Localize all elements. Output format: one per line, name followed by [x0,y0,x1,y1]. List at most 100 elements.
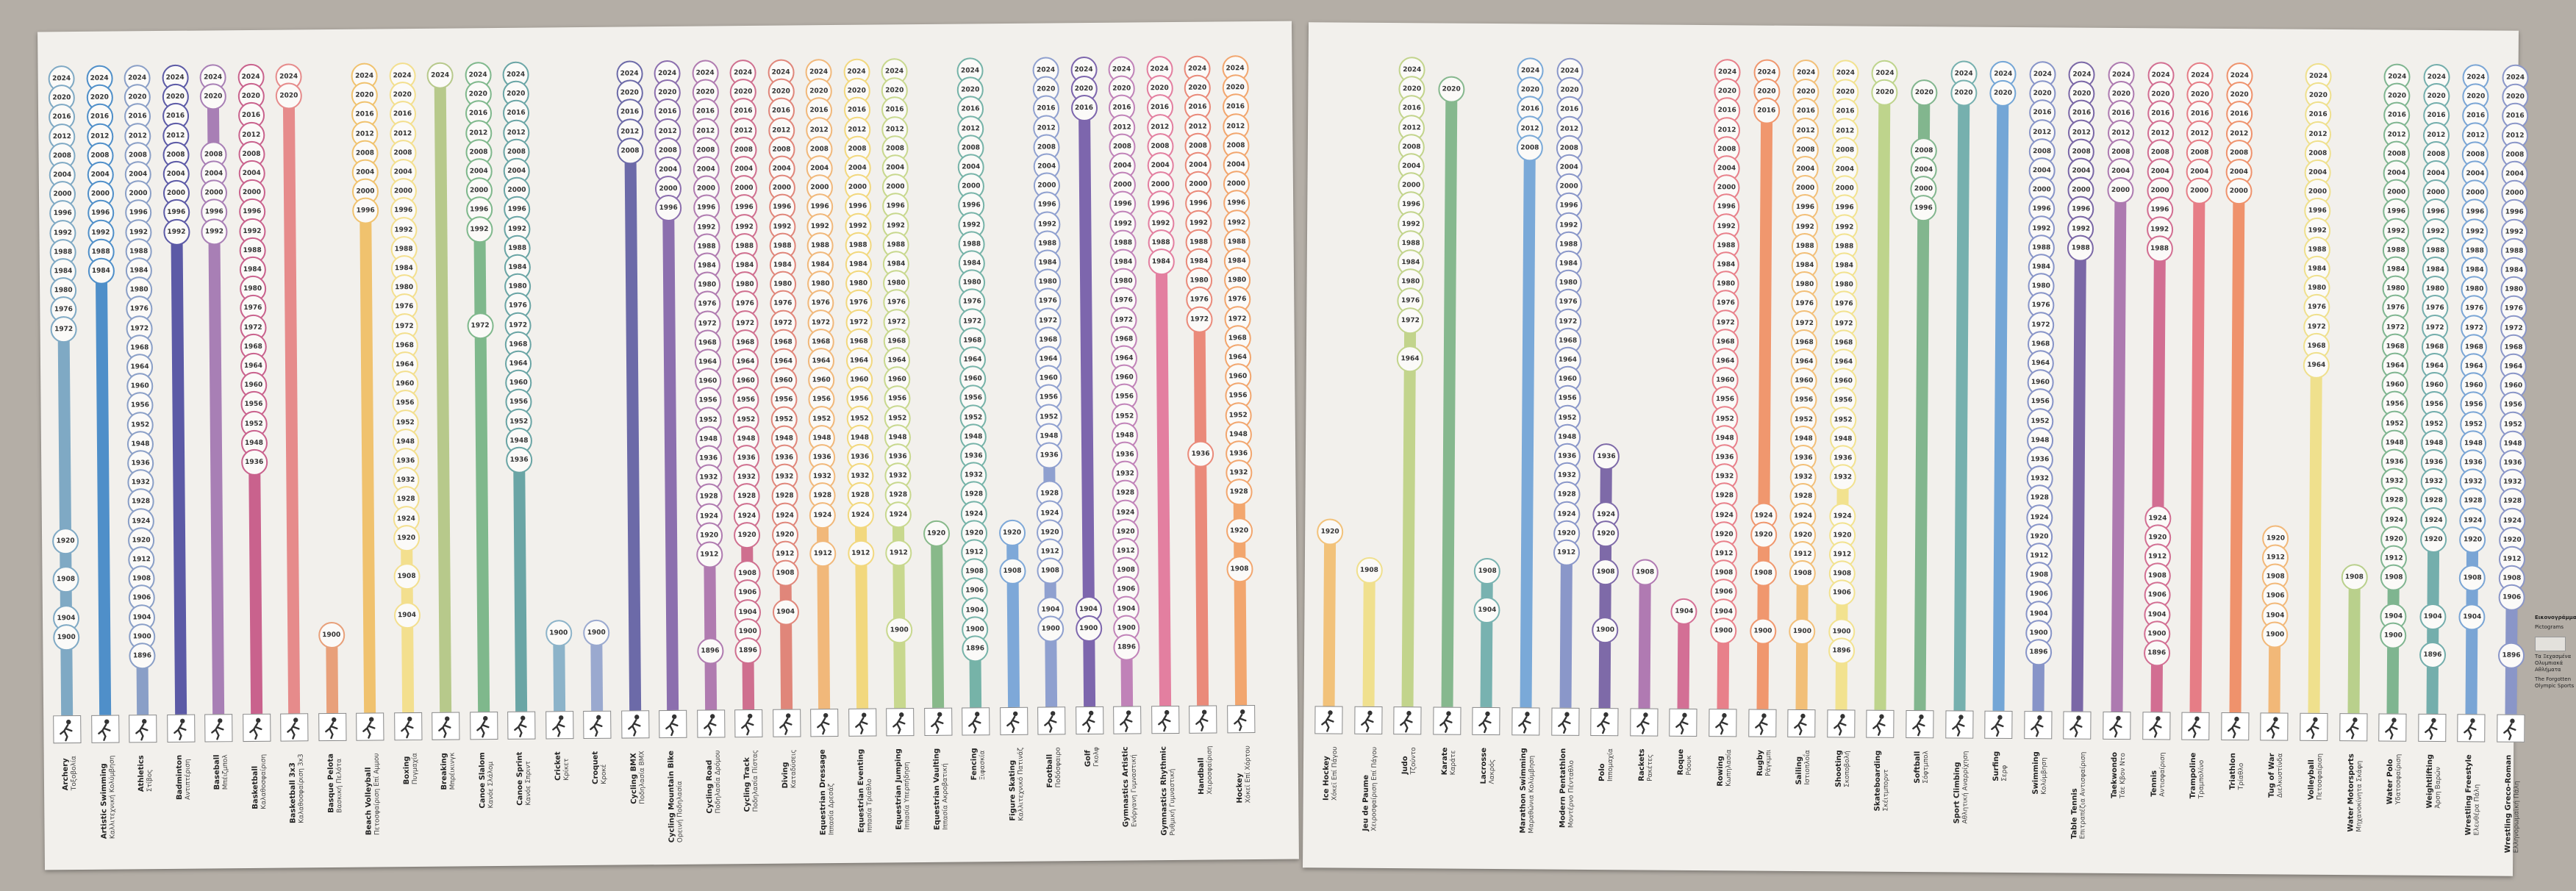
year-badge: 1972 [1186,306,1213,333]
sport-name: Canoe Sprint [515,751,525,806]
year-badge: 1908 [393,563,421,590]
timeline-bar [1323,526,1337,708]
sport-name: Tug of War [2268,753,2277,798]
sport-label: Jeu de Paume Χειροσφαίριση Επί Πάγου [1362,747,1379,831]
year-badge: 1996 [352,197,379,225]
sport-column: 1908 1904 Lacrosse Λακρός [1472,24,1501,869]
year-badge: 1920 [2419,526,2447,553]
sport-name: Roque [1677,748,1686,776]
sport-column: 1904 Roque Ρόουκ [1669,25,1697,870]
sport-pictogram-icon [2457,714,2486,742]
year-badge: 1896 [2497,642,2525,669]
sport-label: Sailing Ιστιοπλοΐα [1795,750,1812,785]
year-badge: 1936 [1592,443,1620,470]
sport-column: 2024 2020 2016 2012 2008 2004 2000 1996 Cycling … [654,26,687,865]
sport-column: 2024 2020 Skateboarding Σκέιτμπορντ [1866,26,1899,872]
sport-name-greek: Αθλητική Αναρρίχηση [1961,751,1969,824]
sport-name: Fencing [970,748,978,781]
sport-name-greek: Ποδηλασία Δρόμου [714,750,722,814]
year-badge: 2008 [616,137,644,165]
timeline-bar [1520,65,1536,709]
timeline-bar [1756,66,1773,711]
sport-pictogram-icon [1037,706,1066,735]
sport-label: Karate Καράτε [1441,748,1458,776]
year-badge: 1900 [1592,616,1619,644]
year-badge: 1924 [847,501,874,529]
sport-pictogram-icon [2339,713,2368,742]
sport-label: Equestrian Jumping Ιππασία Υπερπήδηση [895,748,912,830]
sport-label: Modern Pentathlon Μοντέρνο Πένταθλο [1559,748,1576,829]
sport-name: Equestrian Jumping [894,748,904,830]
sport-label: Softball Σόφτμπολ [1914,751,1931,784]
sport-pictogram-icon [962,707,990,736]
sport-name: Softball [1913,751,1922,784]
sport-pictogram-icon [2497,714,2525,742]
sport-column: 2024 2020 2016 2012 2008 2004 2000 Taekwondo Τάε… [2103,28,2135,873]
timeline-bar [1638,566,1651,710]
year-badge: 1964 [1396,346,1424,373]
sport-pictogram-icon [1787,709,1816,738]
year-badge: 1904 [2419,603,2447,630]
sport-name-greek: Τρίαθλο [2237,762,2245,790]
sport-column: 1920 Ice Hockey Χόκεϊ Επί Πάγου [1314,22,1344,867]
sport-pictogram-icon [1906,709,1934,739]
sport-name: Sailing [1795,756,1804,785]
sport-column: 2024 2020 Surfing Σερφ [1984,27,2017,873]
sport-name-greek: Καλαθοσφαίριση 3x3 [297,754,306,823]
sport-name: Diving [781,762,790,789]
year-badge: 1906 [2498,584,2525,612]
sport-name-greek: Ελληνορωμαϊκή Πάλη [2513,781,2521,854]
sport-label: Artistic Swimming Καλλιτεχνική Κολύμβηση [99,756,117,840]
sport-pictogram-icon [53,715,82,744]
sport-column: 2020 Karate Καράτε [1433,24,1465,869]
sport-name-greek: Χόκεϊ Επί Χόρτου [1244,745,1252,804]
sport-column: 1900 Cricket Κρίκετ [545,27,573,865]
plaque-line3: Τα Ξεχασμένα Ολυμπιακά Αθλήματα [2535,654,2572,673]
year-badge: 1908 [1789,560,1817,587]
sport-pictogram-icon [1189,705,1217,734]
sport-pictogram-icon [2221,712,2250,741]
sport-pictogram-icon [280,713,309,742]
sport-name: Jeu de Paume [1361,774,1370,831]
sport-pictogram-icon [999,706,1028,736]
sport-name-greek: Μηχανοκίνητα Σκάφη [2355,760,2364,832]
year-badge: 1924 [884,501,912,529]
sport-name: Equestrian Dressage [818,749,828,836]
sport-name: Cricket [554,751,562,781]
sport-name-greek: Τραμπολίνο [2197,759,2206,799]
year-badge: 2016 [1070,95,1098,122]
timeline-bar [1006,526,1020,709]
year-badge: 1900 [1710,617,1737,645]
sport-name: Cycling Track [743,757,752,812]
year-badge: 1900 [318,621,345,648]
sport-pictogram-icon [1669,708,1697,737]
year-badge: 1896 [2143,640,2170,667]
sport-name-greek: Κροκέ [600,764,609,784]
sport-name-greek: Σερφ [2001,765,2009,781]
sport-label: Canoe Sprint Κανόε Σπριντ [516,752,534,806]
timeline-bar [1362,564,1375,708]
year-badge: 1908 [1631,559,1659,586]
sport-label: Roque Ρόουκ [1677,749,1694,776]
sport-name-greek: Ρυθμική Γυμναστική [1168,768,1177,836]
sport-pictogram-icon [1866,709,1895,738]
sport-column: 2024 2020 2016 2012 2008 2004 2000 1996 1992 1988… [767,26,801,864]
sport-column: 2024 2020 Basketball 3x3 Καλαθοσφαίριση 3x3 [275,30,309,868]
timeline-bar [1874,67,1892,712]
sport-column: 2024 2020 2016 2012 2008 2004 2000 1996 1992 1988… [124,31,157,869]
sport-name-greek: Αντιπτέριση [184,759,192,801]
sport-name-greek: Ιππασία Ακροβατική [941,763,950,831]
sport-name-greek: Σκοποβολή [1843,751,1851,787]
year-badge: 1900 [1789,618,1816,645]
sport-column: 2024 2020 2016 2012 2008 2004 2000 1996 1992 1972… [464,28,498,866]
sport-label: Polo Ιππομαχία [1598,748,1615,781]
sport-label: Golf Γκολφ [1084,747,1101,767]
timeline-bar [623,68,641,712]
sport-name: Shooting [1834,750,1843,787]
sport-name-greek: Σκέιτμπορντ [1882,769,1891,812]
year-badge: 1908 [1592,559,1620,586]
year-badge: 1904 [393,601,421,629]
sport-name-greek: Γκολφ [1092,746,1101,767]
sport-column: 2024 2020 2016 2012 2008 2004 2000 1996 1992 1988… [2378,30,2411,876]
sport-pictogram-icon [1353,706,1383,734]
